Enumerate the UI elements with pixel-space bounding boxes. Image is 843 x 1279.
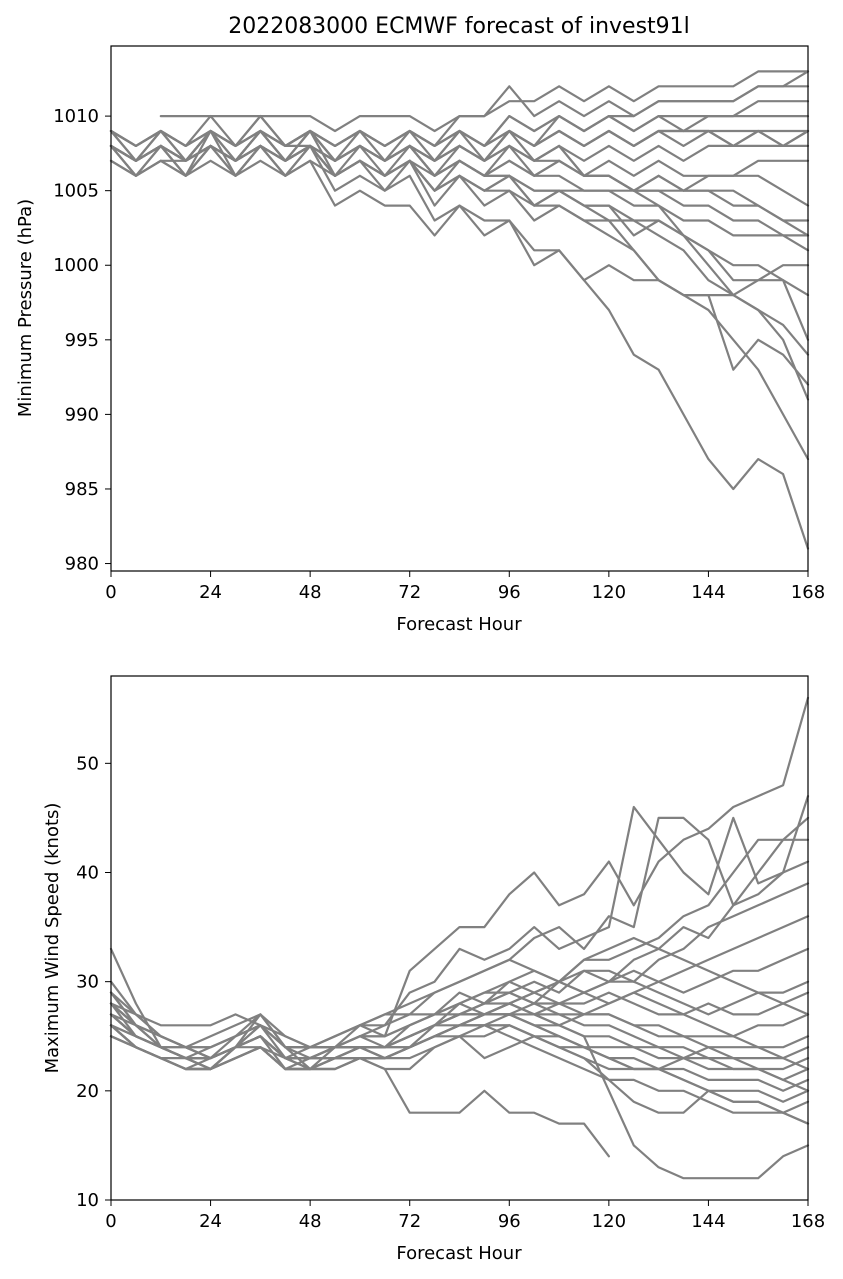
wind-x-tick-label: 120	[592, 1211, 626, 1232]
pressure-x-tick-label: 96	[498, 582, 521, 603]
pressure-y-tick-label: 1005	[53, 181, 99, 202]
wind-y-tick-label: 30	[76, 972, 99, 993]
wind-chart: 0 24 48 72 96 120 144 168 10 20 30 40 50 Forecast H…	[42, 675, 825, 1264]
wind-y-tick-label: 40	[76, 863, 99, 884]
wind-y-tick-label: 10	[76, 1190, 99, 1211]
pressure-y-ticks: 980 985 990 995 1000 1005 1010	[53, 106, 111, 575]
wind-axes-frame	[110, 675, 809, 1201]
wind-y-axis-label: Maximum Wind Speed (knots)	[42, 803, 63, 1074]
wind-series-line-24	[109, 991, 810, 1071]
pressure-chart: 2022083000 ECMWF forecast of invest91l 0…	[15, 14, 825, 635]
chart-title: 2022083000 ECMWF forecast of invest91l	[228, 14, 690, 39]
wind-x-tick-label: 72	[398, 1211, 421, 1232]
wind-y-tick-label: 50	[76, 753, 99, 774]
pressure-y-tick-label: 1010	[53, 106, 99, 127]
pressure-y-tick-label: 985	[65, 479, 99, 500]
wind-x-tick-label: 96	[498, 1211, 521, 1232]
wind-x-tick-label: 168	[791, 1211, 825, 1232]
pressure-x-tick-label: 144	[691, 582, 725, 603]
wind-series-group	[109, 696, 810, 1180]
pressure-series-line-13	[159, 85, 810, 133]
pressure-series-line-23	[109, 129, 810, 147]
wind-x-tick-label: 0	[105, 1211, 116, 1232]
pressure-x-tick-label: 24	[199, 582, 222, 603]
pressure-axes-frame	[110, 45, 809, 572]
pressure-x-tick-label: 168	[791, 582, 825, 603]
wind-series-line-23	[109, 936, 810, 1049]
wind-x-tick-label: 24	[199, 1211, 222, 1232]
pressure-x-tick-label: 0	[105, 582, 116, 603]
wind-y-ticks: 10 20 30 40 50	[76, 753, 111, 1211]
wind-series-line-25	[109, 991, 810, 1092]
pressure-x-tick-label: 48	[299, 582, 322, 603]
pressure-y-tick-label: 1000	[53, 255, 99, 276]
pressure-series-line-22	[109, 144, 810, 222]
pressure-x-axis-label: Forecast Hour	[396, 614, 522, 635]
pressure-x-ticks: 0 24 48 72 96 120 144 168	[105, 571, 825, 603]
pressure-y-tick-label: 980	[65, 554, 99, 575]
wind-x-tick-label: 144	[691, 1211, 725, 1232]
pressure-y-tick-label: 995	[65, 330, 99, 351]
pressure-y-tick-label: 990	[65, 404, 99, 425]
wind-x-axis-label: Forecast Hour	[396, 1243, 522, 1264]
wind-y-tick-label: 20	[76, 1081, 99, 1102]
pressure-x-tick-label: 120	[592, 582, 626, 603]
pressure-y-axis-label: Minimum Pressure (hPa)	[15, 199, 36, 417]
wind-series-line-2	[109, 795, 810, 1060]
wind-x-ticks: 0 24 48 72 96 120 144 168	[105, 1200, 825, 1232]
wind-x-tick-label: 48	[299, 1211, 322, 1232]
pressure-series-group	[109, 70, 810, 550]
pressure-x-tick-label: 72	[398, 582, 421, 603]
